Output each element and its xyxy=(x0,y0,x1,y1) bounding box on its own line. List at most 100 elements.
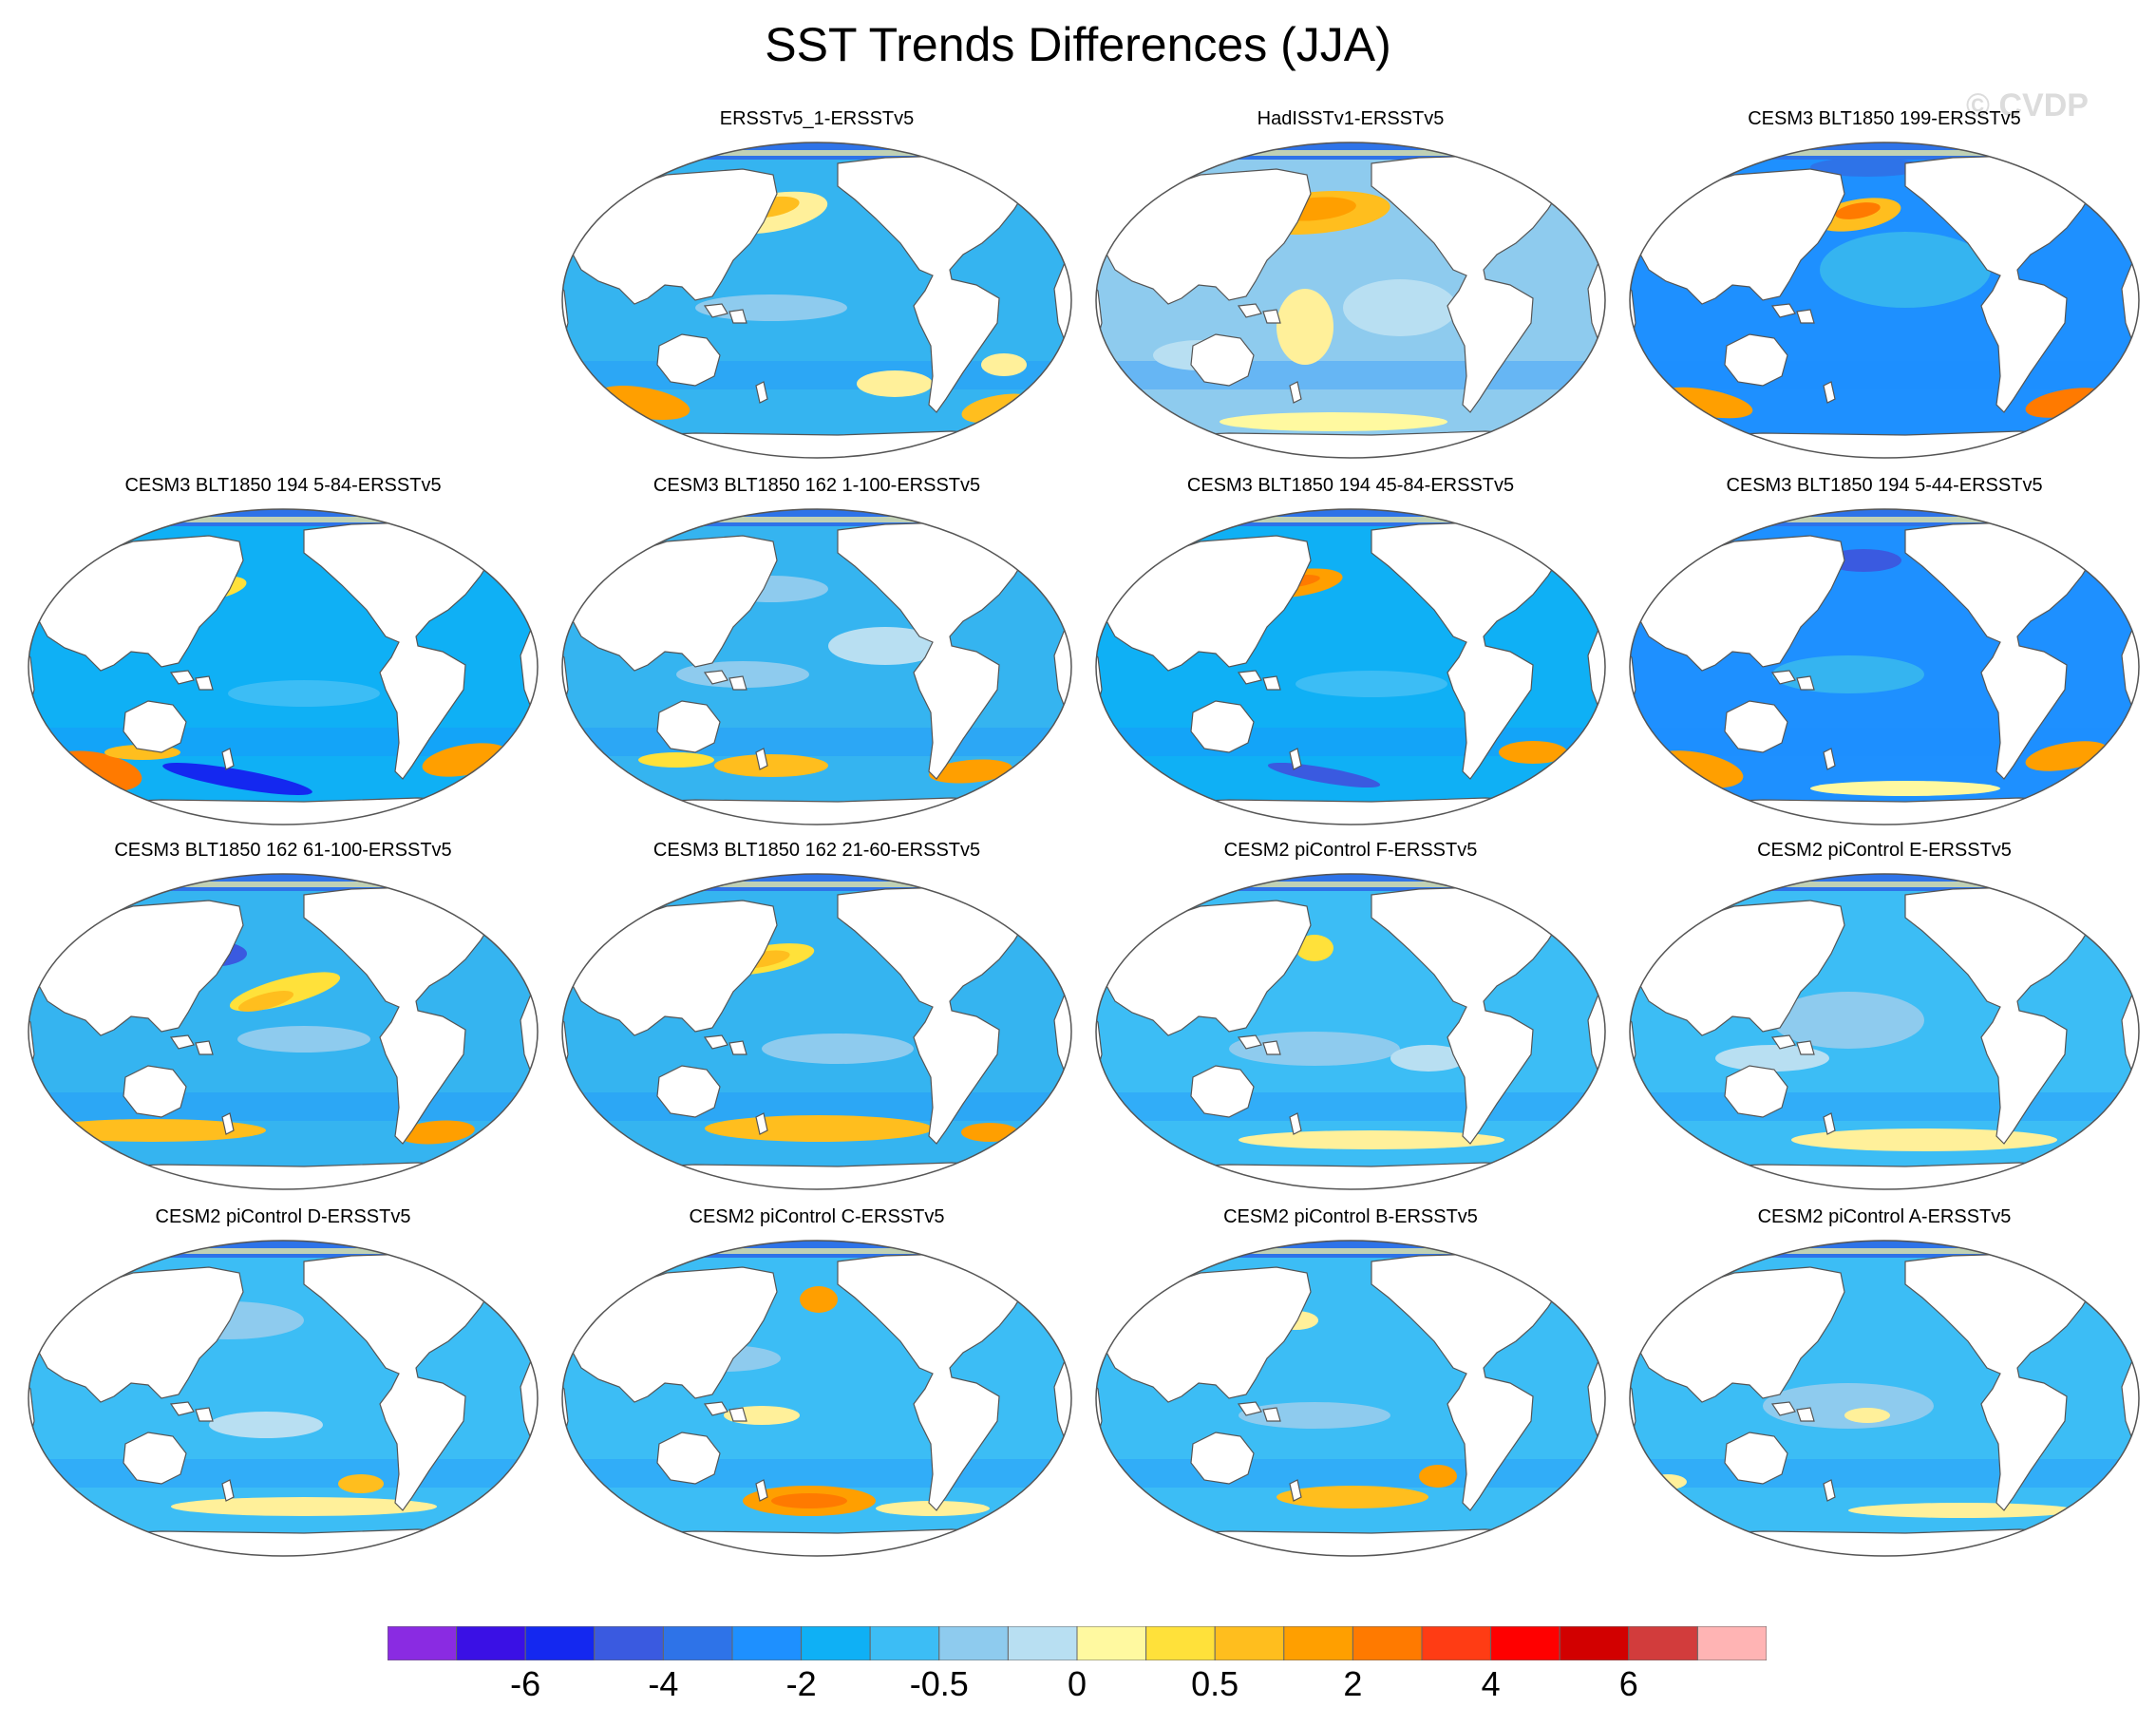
landmass-antarctica xyxy=(1620,431,2148,460)
landmass-antarctica xyxy=(553,798,1081,826)
map-panel-title: CESM3 BLT1850 194 45-84-ERSSTv5 xyxy=(1087,475,1615,497)
sst-difference-map xyxy=(1087,137,1615,460)
colorbar-swatch xyxy=(870,1626,939,1660)
colorbar-tick-label: 4 xyxy=(1444,1664,1539,1704)
landmass-greenland xyxy=(2067,511,2124,541)
colorbar-swatch xyxy=(1077,1626,1146,1660)
landmass-antarctica xyxy=(19,1163,547,1191)
map-panel-title: CESM3 BLT1850 194 5-44-ERSSTv5 xyxy=(1620,475,2148,497)
colorbar-swatch xyxy=(1491,1626,1560,1660)
colorbar-swatch xyxy=(939,1626,1009,1660)
landmass-antarctica xyxy=(1087,1163,1615,1191)
landmass-greenland xyxy=(1533,144,1590,175)
landmass-antarctica xyxy=(1087,798,1615,826)
landmass-antarctica xyxy=(1620,1163,2148,1191)
landmass-antarctica xyxy=(553,1529,1081,1558)
colorbar-swatch xyxy=(663,1626,732,1660)
sst-difference-map xyxy=(553,503,1081,826)
map-panel: CESM2 piControl A-ERSSTv5 xyxy=(1620,1206,2148,1564)
map-panel-title: CESM3 BLT1850 199-ERSSTv5 xyxy=(1620,108,2148,130)
map-panel-title: ERSSTv5_1-ERSSTv5 xyxy=(553,108,1081,130)
map-panel-title: CESM3 BLT1850 162 21-60-ERSSTv5 xyxy=(553,840,1081,862)
landmass-greenland xyxy=(999,511,1056,541)
landmass-greenland xyxy=(999,1242,1056,1273)
colorbar-swatch xyxy=(1629,1626,1698,1660)
colorbar-swatch xyxy=(1352,1626,1422,1660)
sst-difference-map xyxy=(1087,1235,1615,1558)
sst-difference-map xyxy=(1620,868,2148,1191)
landmass-antarctica xyxy=(1087,1529,1615,1558)
map-panel-title: CESM3 BLT1850 162 61-100-ERSSTv5 xyxy=(19,840,547,862)
colorbar-swatch xyxy=(1422,1626,1491,1660)
map-panel-title: CESM2 piControl E-ERSSTv5 xyxy=(1620,840,2148,862)
sst-difference-map xyxy=(553,1235,1081,1558)
colorbar-swatch xyxy=(1284,1626,1353,1660)
landmass-greenland xyxy=(1533,1242,1590,1273)
sst-difference-map xyxy=(19,1235,547,1558)
colorbar xyxy=(388,1626,1767,1660)
map-panel: CESM3 BLT1850 194 5-44-ERSSTv5 xyxy=(1620,475,2148,832)
colorbar-swatch xyxy=(1215,1626,1284,1660)
landmass-greenland xyxy=(2067,876,2124,906)
map-panel-title: CESM2 piControl A-ERSSTv5 xyxy=(1620,1206,2148,1228)
colorbar-tick-label: -0.5 xyxy=(892,1664,987,1704)
landmass-greenland xyxy=(2067,144,2124,175)
colorbar-swatch xyxy=(388,1626,457,1660)
colorbar-swatch xyxy=(1697,1626,1767,1660)
map-panel: CESM2 piControl E-ERSSTv5 xyxy=(1620,840,2148,1197)
colorbar-tick-label: 0 xyxy=(1030,1664,1125,1704)
landmass-antarctica xyxy=(1620,1529,2148,1558)
map-panel: CESM3 BLT1850 162 21-60-ERSSTv5 xyxy=(553,840,1081,1197)
map-panel-title: CESM3 BLT1850 194 5-84-ERSSTv5 xyxy=(19,475,547,497)
colorbar-swatch xyxy=(457,1626,526,1660)
map-panel: CESM3 BLT1850 194 45-84-ERSSTv5 xyxy=(1087,475,1615,832)
colorbar-tick-label: 6 xyxy=(1581,1664,1676,1704)
map-panel: HadISSTv1-ERSSTv5 xyxy=(1087,108,1615,465)
colorbar-swatch xyxy=(595,1626,664,1660)
sst-difference-map xyxy=(1620,1235,2148,1558)
landmass-antarctica xyxy=(1620,798,2148,826)
map-panel-title: CESM2 piControl C-ERSSTv5 xyxy=(553,1206,1081,1228)
landmass-greenland xyxy=(2067,1242,2124,1273)
map-panel-title: CESM2 piControl D-ERSSTv5 xyxy=(19,1206,547,1228)
landmass-greenland xyxy=(999,144,1056,175)
landmass-greenland xyxy=(465,1242,522,1273)
colorbar-tick-label: 2 xyxy=(1305,1664,1400,1704)
sst-difference-map xyxy=(19,868,547,1191)
map-panel-title: CESM2 piControl F-ERSSTv5 xyxy=(1087,840,1615,862)
map-panel: CESM2 piControl F-ERSSTv5 xyxy=(1087,840,1615,1197)
sst-difference-map xyxy=(553,868,1081,1191)
map-panel: CESM2 piControl D-ERSSTv5 xyxy=(19,1206,547,1564)
figure-title: SST Trends Differences (JJA) xyxy=(0,17,2156,72)
map-panel: CESM3 BLT1850 162 61-100-ERSSTv5 xyxy=(19,840,547,1197)
map-panel: CESM3 BLT1850 162 1-100-ERSSTv5 xyxy=(553,475,1081,832)
colorbar-swatch xyxy=(1560,1626,1629,1660)
colorbar-tick-label: -2 xyxy=(754,1664,849,1704)
colorbar-tick-label: -6 xyxy=(478,1664,573,1704)
map-panel: CESM3 BLT1850 199-ERSSTv5 xyxy=(1620,108,2148,465)
map-panel: CESM2 piControl B-ERSSTv5 xyxy=(1087,1206,1615,1564)
landmass-greenland xyxy=(465,511,522,541)
sst-difference-map xyxy=(1087,868,1615,1191)
landmass-greenland xyxy=(999,876,1056,906)
colorbar-tick-label: -4 xyxy=(615,1664,710,1704)
map-panel-title: HadISSTv1-ERSSTv5 xyxy=(1087,108,1615,130)
sst-difference-map xyxy=(1620,503,2148,826)
colorbar-tick-label: 0.5 xyxy=(1167,1664,1262,1704)
sst-difference-map xyxy=(1620,137,2148,460)
map-panel: CESM2 piControl C-ERSSTv5 xyxy=(553,1206,1081,1564)
landmass-antarctica xyxy=(19,798,547,826)
landmass-antarctica xyxy=(553,1163,1081,1191)
landmass-greenland xyxy=(465,876,522,906)
sst-difference-map xyxy=(19,503,547,826)
sst-difference-map xyxy=(553,137,1081,460)
colorbar-swatch xyxy=(802,1626,871,1660)
landmass-greenland xyxy=(1533,876,1590,906)
colorbar-swatch xyxy=(1008,1626,1077,1660)
landmass-antarctica xyxy=(19,1529,547,1558)
landmass-greenland xyxy=(1533,511,1590,541)
map-panel: CESM3 BLT1850 194 5-84-ERSSTv5 xyxy=(19,475,547,832)
colorbar-swatch xyxy=(525,1626,595,1660)
landmass-antarctica xyxy=(553,431,1081,460)
sst-difference-map xyxy=(1087,503,1615,826)
